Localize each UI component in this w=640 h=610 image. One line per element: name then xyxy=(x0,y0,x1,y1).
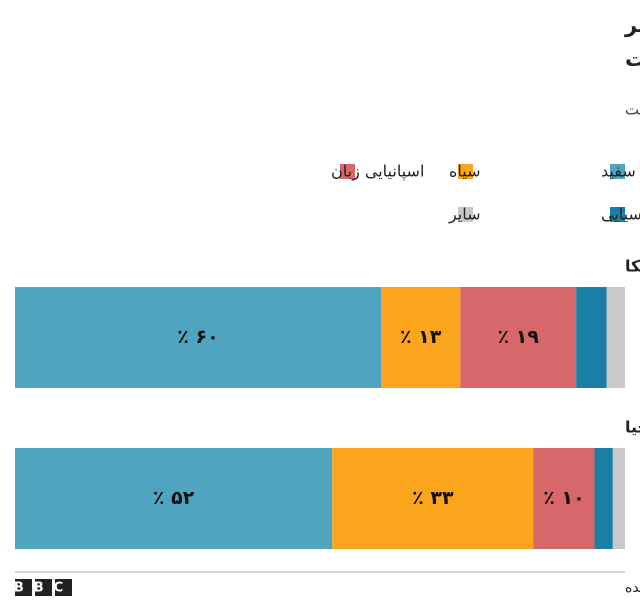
value-label: ٪ ۱۹ xyxy=(498,326,540,348)
chart-title: نسبت جمعیتی آنان در سطح ملی است xyxy=(625,46,640,71)
bar-segment xyxy=(594,448,613,549)
legend-swatch xyxy=(458,207,473,222)
logo-box xyxy=(55,579,72,596)
legend-label: سفید xyxy=(601,162,636,181)
legend-swatch xyxy=(340,164,355,179)
bar-segment xyxy=(460,287,577,388)
chart-title: جمعیت سیاه پوستان ایالت جورجیا بیش از دو… xyxy=(624,13,640,37)
value-label: ٪ ۳۳ xyxy=(412,487,454,509)
logo-box xyxy=(35,579,52,596)
bar-segment xyxy=(381,287,461,388)
bar-segment xyxy=(606,287,625,388)
legend-swatch xyxy=(458,164,473,179)
logo: BBC xyxy=(14,581,73,596)
legend-swatch xyxy=(610,164,625,179)
legend-label: آسیایی xyxy=(601,205,640,224)
value-label: ٪ ۱۰ xyxy=(543,487,584,509)
value-label: ٪ ۵۲ xyxy=(153,487,195,509)
bar-segment xyxy=(15,448,333,549)
legend-label: اسپانیایی زبان xyxy=(331,162,424,182)
value-label: ٪ ۱۳ xyxy=(400,326,442,348)
source: منبع: دفتر سرشماری ایالات متحده xyxy=(625,580,640,596)
bar-segment xyxy=(332,448,534,549)
legend-label: سیاه xyxy=(449,162,481,181)
legend-label: سایر xyxy=(448,205,481,225)
bar-segment xyxy=(576,287,607,388)
bar-segment xyxy=(533,448,595,549)
bar-segment xyxy=(612,448,625,549)
value-label: ٪ ۶۰ xyxy=(177,326,218,348)
bar-segment xyxy=(15,287,381,388)
category-label: جورجیا xyxy=(625,418,640,437)
category-label: آمریکا xyxy=(625,256,640,276)
logo-box xyxy=(15,579,32,596)
legend-swatch xyxy=(610,207,625,222)
chart-subtitle: درصد کل جمعیت برای هر نژاد یا قومیت xyxy=(625,101,640,119)
